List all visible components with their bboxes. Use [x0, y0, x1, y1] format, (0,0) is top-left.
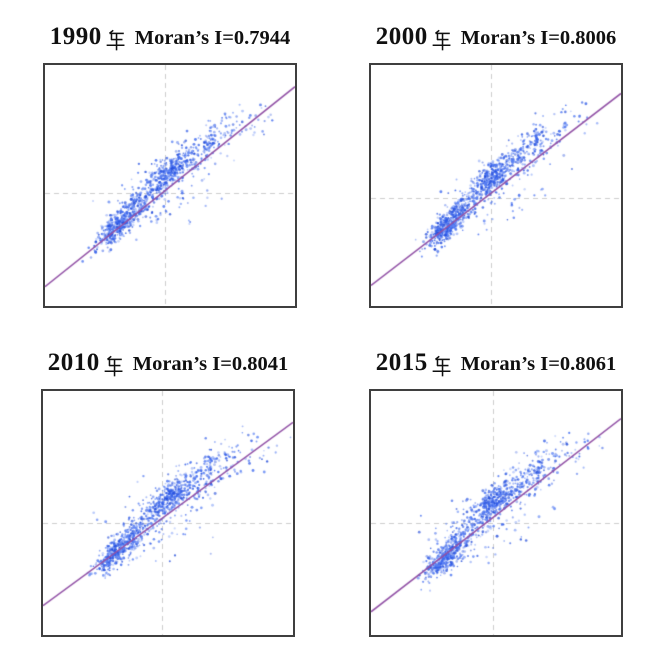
cjk-nian-year-icon — [104, 355, 123, 376]
year-label: 1990 — [49, 23, 102, 50]
scatter-canvas-2000 — [371, 65, 621, 306]
moran-i-label: Moran’s I=0.7944 — [134, 27, 291, 49]
scatter-canvas-2015 — [371, 391, 621, 635]
scatter-plot-2000 — [369, 63, 623, 308]
year-label: 2010 — [47, 349, 100, 376]
scatter-plot-2015 — [369, 389, 623, 637]
cjk-nian-year-icon — [106, 29, 125, 50]
moran-i-label: Moran’s I=0.8061 — [460, 353, 617, 375]
year-label: 2000 — [375, 23, 428, 50]
year-label: 2015 — [375, 349, 428, 376]
scatter-canvas-1990 — [45, 65, 295, 306]
cjk-nian-year-icon — [432, 355, 451, 376]
panel-title-2015: 2015 Moran’s I=0.8061 — [369, 349, 623, 378]
moran-i-label: Moran’s I=0.8006 — [460, 27, 617, 49]
scatter-canvas-2010 — [43, 391, 293, 635]
scatter-plot-1990 — [43, 63, 297, 308]
moran-i-label: Moran’s I=0.8041 — [132, 353, 289, 375]
cjk-nian-year-icon — [432, 29, 451, 50]
panel-title-1990: 1990 Moran’s I=0.7944 — [43, 23, 297, 52]
scatter-plot-2010 — [41, 389, 295, 637]
panel-title-2000: 2000 Moran’s I=0.8006 — [369, 23, 623, 52]
panel-title-2010: 2010 Moran’s I=0.8041 — [41, 349, 295, 378]
